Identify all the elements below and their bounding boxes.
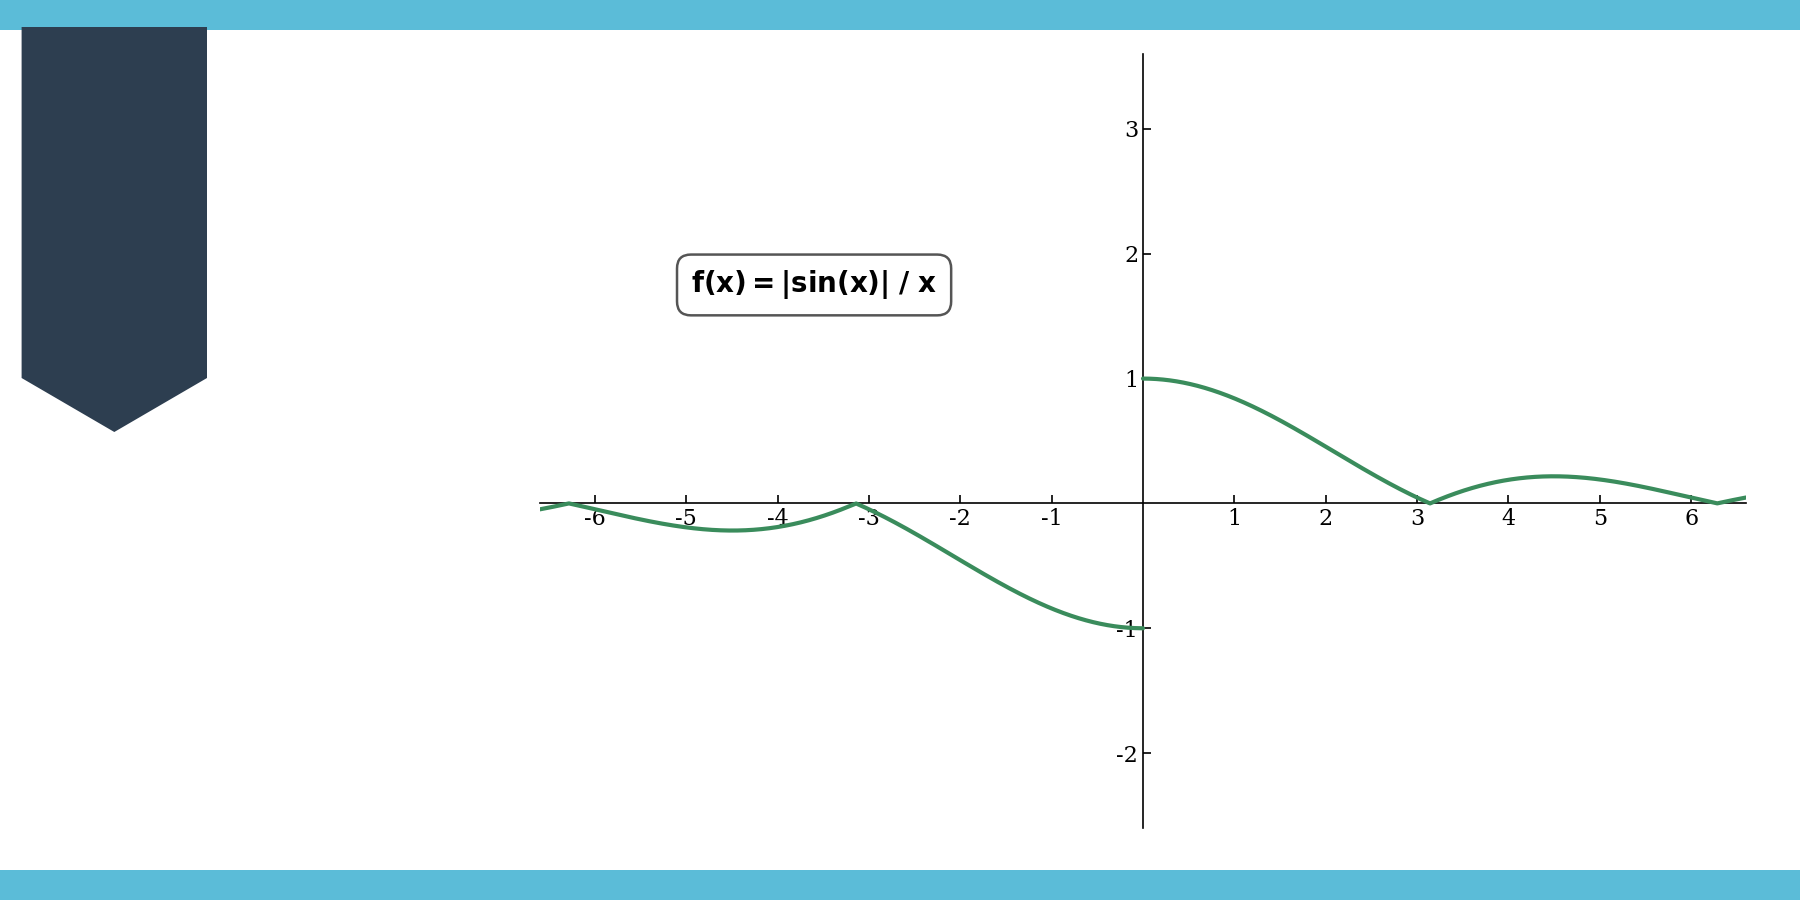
Polygon shape xyxy=(115,158,191,233)
Wedge shape xyxy=(59,184,169,239)
Wedge shape xyxy=(38,82,115,158)
Polygon shape xyxy=(38,82,115,158)
Text: SOM: SOM xyxy=(85,284,144,308)
Wedge shape xyxy=(115,82,191,158)
Text: $\mathbf{f(x) = |sin(x)| \ / \ x}$: $\mathbf{f(x) = |sin(x)| \ / \ x}$ xyxy=(691,268,938,302)
Wedge shape xyxy=(59,76,169,130)
Wedge shape xyxy=(38,158,115,233)
Text: STORY OF MATHEMATICS: STORY OF MATHEMATICS xyxy=(72,350,157,356)
Wedge shape xyxy=(115,158,191,233)
